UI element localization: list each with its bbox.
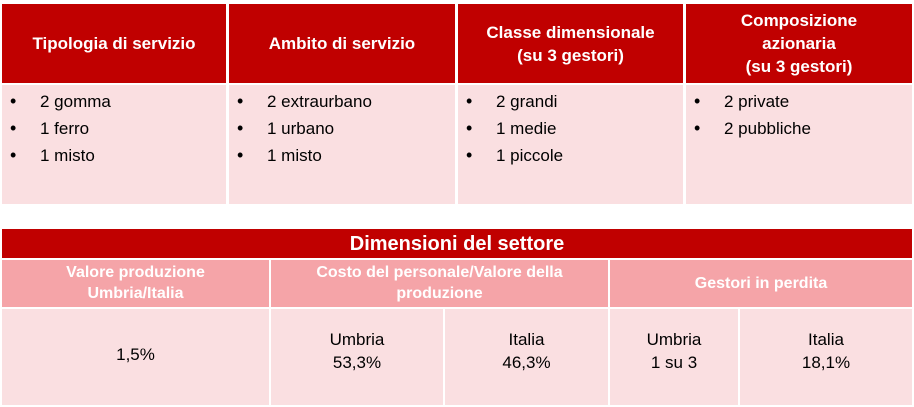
value-valore-produzione: 1,5%	[2, 309, 269, 405]
list-item: 1 urbano	[237, 115, 455, 142]
list-item: 2 private	[694, 88, 912, 115]
value-text: 46,3%	[502, 353, 551, 372]
value-costo-umbria: Umbria 53,3%	[271, 309, 443, 405]
list-composizione: 2 private 2 pubbliche	[686, 85, 912, 142]
subheader-gestori-perdita-text: Gestori in perdita	[694, 275, 828, 292]
region-label: Umbria	[646, 330, 702, 349]
subheader-gestori-perdita: Gestori in perdita	[610, 260, 912, 307]
value-costo-italia: Italia 46,3%	[445, 309, 608, 405]
service-summary-table: Tipologia di servizio Ambito di servizio…	[2, 4, 912, 204]
list-ambito: 2 extraurbano 1 urbano 1 misto	[229, 85, 455, 169]
list-item: 1 misto	[237, 142, 455, 169]
header-composizione: Composizione azionaria (su 3 gestori)	[686, 4, 912, 83]
cell-composizione: 2 private 2 pubbliche	[686, 85, 912, 204]
value-text: 1,5%	[116, 345, 155, 364]
region-label: Italia	[508, 330, 545, 349]
header-classe: Classe dimensionale (su 3 gestori)	[458, 4, 683, 83]
list-item: 2 extraurbano	[237, 88, 455, 115]
value-text: 53,3%	[332, 353, 382, 372]
sector-dimensions-table: Dimensioni del settore Valore produzione…	[2, 229, 912, 405]
value-perdita-umbria: Umbria 1 su 3	[610, 309, 738, 405]
header-tipologia: Tipologia di servizio	[2, 4, 226, 83]
cell-classe: 2 grandi 1 medie 1 piccole	[458, 85, 683, 204]
header-tipologia-text: Tipologia di servizio	[32, 34, 196, 53]
list-item: 2 gomma	[10, 88, 226, 115]
value-perdita-italia: Italia 18,1%	[740, 309, 912, 405]
subheader-valore-produzione: Valore produzione Umbria/Italia	[2, 260, 269, 307]
list-item: 1 piccole	[466, 142, 683, 169]
cell-tipologia: 2 gomma 1 ferro 1 misto	[2, 85, 226, 204]
table-title: Dimensioni del settore	[2, 229, 912, 258]
header-composizione-text: Composizione azionaria (su 3 gestori)	[740, 11, 858, 76]
list-tipologia: 2 gomma 1 ferro 1 misto	[2, 85, 226, 169]
subheader-costo-personale-text: Costo del personale/Valore della produzi…	[316, 264, 563, 302]
subheader-costo-personale: Costo del personale/Valore della produzi…	[271, 260, 608, 307]
value-text: 18,1%	[801, 353, 851, 372]
subheader-valore-produzione-text: Valore produzione Umbria/Italia	[66, 264, 205, 302]
value-text: 1 su 3	[650, 353, 698, 372]
list-classe: 2 grandi 1 medie 1 piccole	[458, 85, 683, 169]
region-label: Italia	[808, 330, 844, 349]
list-item: 1 ferro	[10, 115, 226, 142]
region-label: Umbria	[329, 330, 385, 349]
list-item: 2 grandi	[466, 88, 683, 115]
header-ambito: Ambito di servizio	[229, 4, 455, 83]
list-item: 1 medie	[466, 115, 683, 142]
list-item: 2 pubbliche	[694, 115, 912, 142]
cell-ambito: 2 extraurbano 1 urbano 1 misto	[229, 85, 455, 204]
list-item: 1 misto	[10, 142, 226, 169]
header-ambito-text: Ambito di servizio	[268, 34, 416, 53]
header-classe-text: Classe dimensionale (su 3 gestori)	[486, 22, 655, 65]
